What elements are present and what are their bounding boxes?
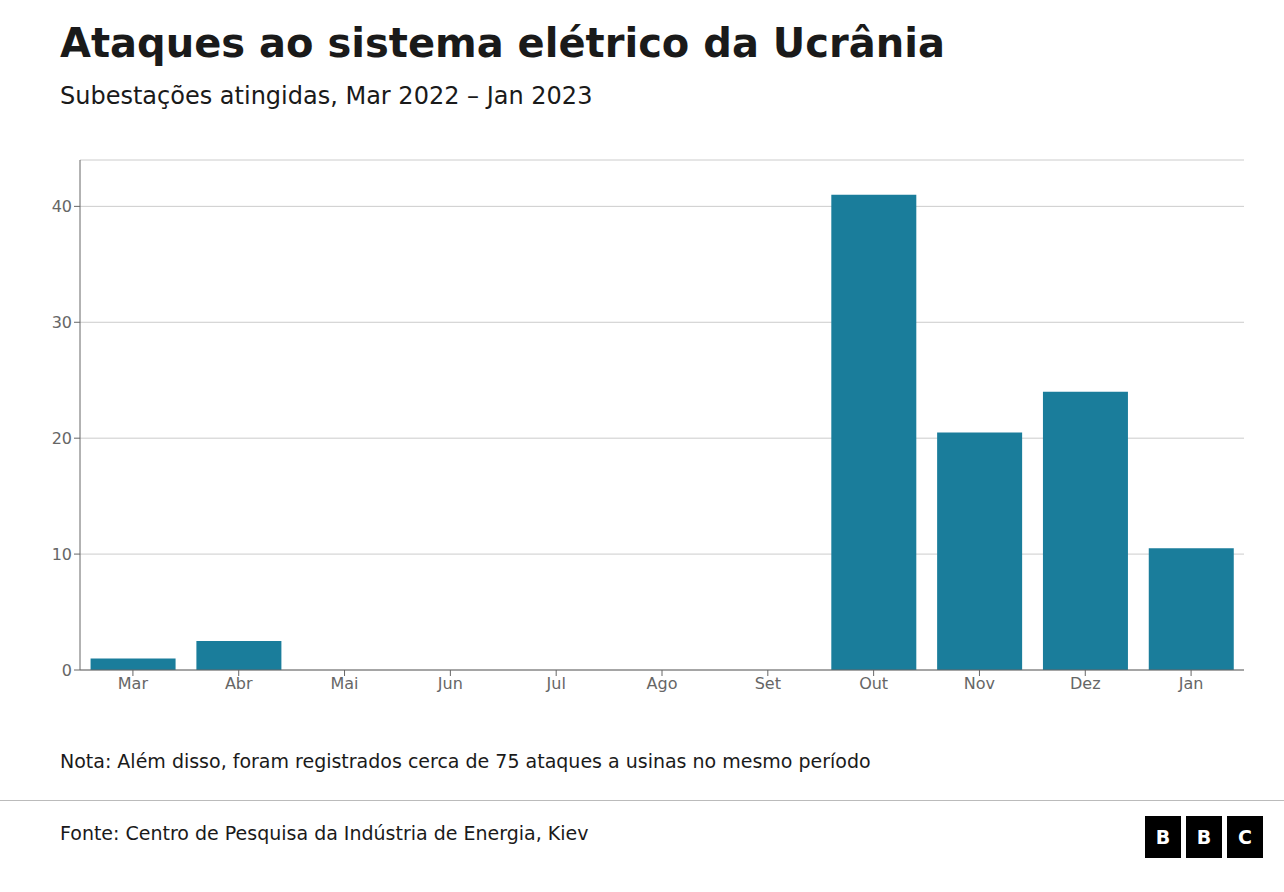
html-text:Fonte: Centro de Pesquisa da I: Fonte: Centro de Pesquisa da Indústria d… <box>60 822 589 844</box>
svg-text:30: 30 <box>52 313 72 332</box>
svg-text:Jun: Jun <box>437 674 463 693</box>
html-text:B: B <box>1196 826 1212 848</box>
svg-text:Mai: Mai <box>331 674 359 693</box>
svg-text:Ago: Ago <box>647 674 678 693</box>
svg-text:Dez: Dez <box>1070 674 1101 693</box>
html-text:B: B <box>1155 826 1171 848</box>
svg-text:Out: Out <box>859 674 888 693</box>
svg-text:Set: Set <box>755 674 781 693</box>
html-text:C: C <box>1238 826 1252 848</box>
svg-text:40: 40 <box>52 197 72 216</box>
svg-text:Jan: Jan <box>1178 674 1204 693</box>
svg-text:Nov: Nov <box>964 674 995 693</box>
html-text:Subestações atingidas, Mar 202: Subestações atingidas, Mar 2022 – Jan 20… <box>60 82 593 110</box>
svg-text:0: 0 <box>62 661 72 680</box>
svg-text:20: 20 <box>52 429 72 448</box>
svg-text:10: 10 <box>52 545 72 564</box>
svg-text:Mar: Mar <box>118 674 149 693</box>
html-text:Ataques ao sistema elétrico da: Ataques ao sistema elétrico da Ucrânia <box>60 20 945 66</box>
svg-text:Abr: Abr <box>225 674 253 693</box>
html-text:Nota: Além disso, foram regist: Nota: Além disso, foram registrados cerc… <box>60 750 871 772</box>
svg-text:Jul: Jul <box>546 674 566 693</box>
